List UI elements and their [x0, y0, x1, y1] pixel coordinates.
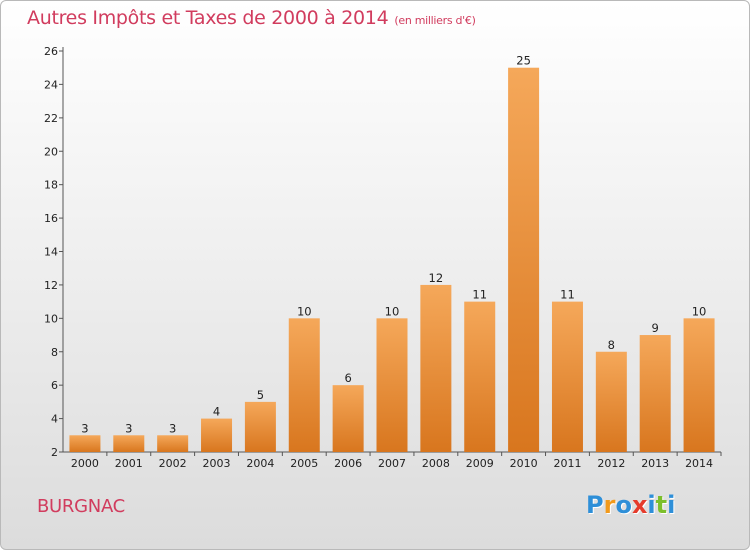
- y-tick-label: 16: [44, 212, 58, 225]
- bar-value-label: 10: [692, 304, 707, 318]
- bar: [420, 284, 452, 452]
- x-tick-label: 2000: [71, 457, 99, 470]
- bar: [683, 318, 715, 452]
- logo-letter: i: [667, 491, 676, 519]
- bar: [376, 318, 408, 452]
- y-tick-label: 8: [51, 346, 58, 359]
- y-tick-label: 20: [44, 145, 58, 158]
- bar: [69, 435, 101, 452]
- y-tick-label: 26: [44, 45, 58, 58]
- logo-letter: o: [615, 491, 632, 519]
- x-tick-label: 2011: [553, 457, 581, 470]
- bar-value-label: 10: [297, 304, 312, 318]
- bar-value-label: 3: [125, 421, 132, 435]
- bar-value-label: 4: [213, 405, 220, 419]
- bar-value-label: 25: [516, 54, 531, 68]
- bar: [508, 67, 540, 452]
- place-name: BURGNAC: [37, 496, 125, 517]
- y-tick-label: 12: [44, 279, 58, 292]
- x-tick-label: 2002: [159, 457, 187, 470]
- y-tick-label: 14: [44, 246, 58, 259]
- bar: [639, 335, 671, 452]
- chart-title-text: Autres Impôts et Taxes de 2000 à 2014: [27, 7, 389, 29]
- bar: [157, 435, 189, 452]
- bar-value-label: 11: [560, 288, 575, 302]
- x-tick-label: 2014: [685, 457, 713, 470]
- chart-title: Autres Impôts et Taxes de 2000 à 2014 (en…: [27, 7, 476, 29]
- x-tick-label: 2013: [641, 457, 669, 470]
- x-tick-label: 2007: [378, 457, 406, 470]
- logo-letter: r: [603, 491, 616, 519]
- y-tick-label: 24: [44, 78, 58, 91]
- bar-value-label: 8: [608, 338, 615, 352]
- chart-subtitle: (en milliers d'€): [394, 14, 476, 27]
- bar: [332, 385, 364, 452]
- proxiti-logo: Proxiti: [586, 491, 675, 519]
- bar: [113, 435, 145, 452]
- x-tick-label: 2004: [246, 457, 274, 470]
- bar: [288, 318, 320, 452]
- y-tick-label: 22: [44, 112, 58, 125]
- bar-value-label: 5: [257, 388, 264, 402]
- logo-letter: P: [586, 491, 604, 519]
- bar: [201, 418, 233, 452]
- x-tick-label: 2006: [334, 457, 362, 470]
- bar: [551, 301, 583, 452]
- x-tick-label: 2005: [290, 457, 318, 470]
- bar-value-label: 9: [652, 321, 659, 335]
- x-tick-label: 2012: [597, 457, 625, 470]
- y-tick-label: 2: [51, 446, 58, 459]
- x-tick-label: 2003: [203, 457, 231, 470]
- y-tick-label: 4: [51, 413, 58, 426]
- bar-value-label: 3: [169, 421, 176, 435]
- x-tick-label: 2010: [510, 457, 538, 470]
- logo-letter: t: [655, 491, 668, 519]
- bar-value-label: 3: [81, 421, 88, 435]
- x-tick-label: 2009: [466, 457, 494, 470]
- bar-value-label: 6: [344, 371, 351, 385]
- logo-letter: i: [647, 491, 656, 519]
- bar: [595, 351, 627, 452]
- bar-value-label: 12: [429, 271, 444, 285]
- y-tick-label: 6: [51, 379, 58, 392]
- logo-letter: x: [631, 491, 648, 519]
- x-tick-label: 2001: [115, 457, 143, 470]
- x-tick-label: 2008: [422, 457, 450, 470]
- y-tick-label: 10: [44, 312, 58, 325]
- y-tick-label: 18: [44, 179, 58, 192]
- bar-value-label: 11: [472, 288, 487, 302]
- bar: [244, 401, 276, 452]
- bar-value-label: 10: [385, 304, 400, 318]
- bar: [464, 301, 496, 452]
